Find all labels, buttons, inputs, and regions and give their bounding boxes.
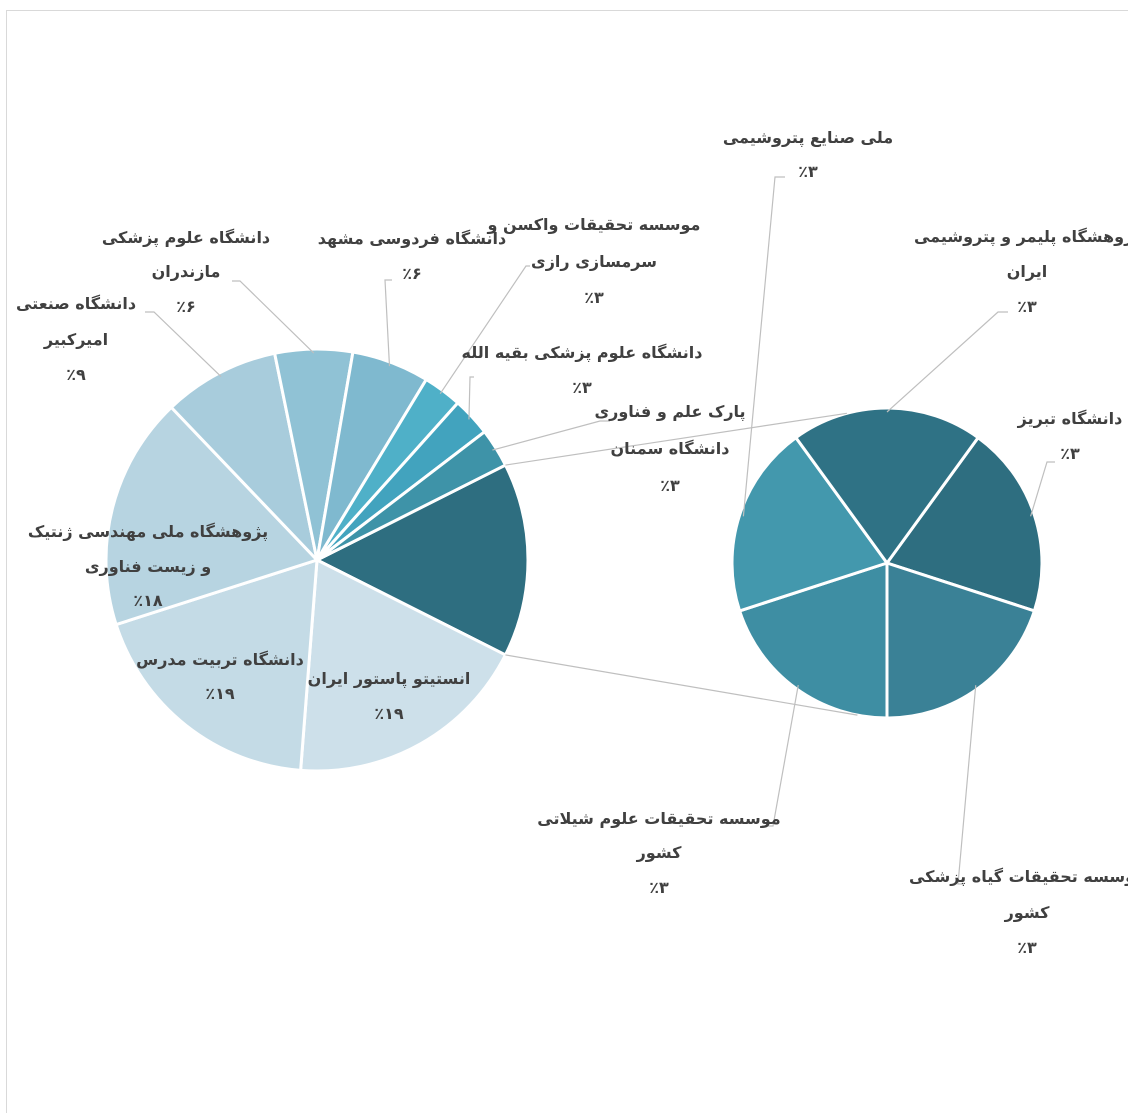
chart-frame (6, 10, 1128, 1113)
label-petro-pct: ٪۳ (798, 162, 818, 181)
secondary-pie (730, 406, 1044, 720)
label-park-line2: دانشگاه سمنان (611, 439, 730, 458)
connector-bottom (505, 654, 858, 716)
label-polymer-line2: ایران (1007, 262, 1048, 281)
label-mazandaran-pct: ٪۶ (176, 297, 196, 316)
label-razi-pct: ٪۳ (584, 288, 604, 307)
main-pie (104, 347, 530, 773)
label-razi-line1: موسسه تحقیقات واکسن و (487, 215, 701, 234)
label-amirkabir-pct: ٪۹ (66, 365, 86, 384)
label-polymer-line1: پژوهشگاه پلیمر و پتروشیمی (914, 227, 1128, 247)
label-ferdowsi-pct: ٪۶ (402, 264, 422, 283)
leader-park (492, 420, 610, 451)
main-pie-slice-6 (104, 405, 319, 627)
leader-fisheries (762, 685, 799, 827)
label-plant-line2: کشور (1004, 903, 1051, 922)
data-label-polymer: پژوهشگاه پلیمر و پتروشیمی ایران ٪۳ (914, 227, 1128, 316)
label-park-pct: ٪۳ (660, 476, 680, 495)
data-label-pasteur: انستیتو پاستور ایران ٪۱۹ (308, 669, 471, 723)
main-pie-slice-5 (169, 351, 319, 562)
leader-razi (439, 265, 530, 395)
main-pie-slice-8 (299, 558, 507, 773)
label-pasteur-line1: انستیتو پاستور ایران (308, 669, 471, 689)
label-nigeb-pct: ٪۱۸ (133, 591, 163, 610)
main-pie-slice-9 (315, 463, 530, 657)
label-fisheries-pct: ٪۳ (649, 878, 669, 897)
connector-lines (505, 412, 858, 716)
secondary-pie-slice-2 (738, 561, 889, 720)
label-fisheries-line2: کشور (636, 843, 683, 862)
label-petro-line1: ملی صنایع پتروشیمی (723, 128, 893, 148)
label-mazandaran-line1: دانشگاه علوم پزشکی (102, 228, 270, 248)
data-label-modares: دانشگاه تربیت مدرس ٪۱۹ (136, 650, 304, 703)
leader-baqiyatallah (468, 376, 474, 420)
label-ferdowsi-line1: دانشگاه فردوسی مشهد (318, 229, 506, 248)
label-park-line1: پارک علم و فناوری (594, 402, 745, 422)
data-label-amirkabir: دانشگاه صنعتی امیرکبیر ٪۹ (16, 294, 136, 384)
label-amirkabir-line2: امیرکبیر (43, 330, 108, 349)
label-fisheries-line1: موسسه تحقیقات علوم شیلاتی (537, 809, 780, 828)
secondary-pie-slice-1 (885, 561, 1036, 720)
label-plant-pct: ٪۳ (1017, 938, 1037, 957)
data-label-petro: ملی صنایع پتروشیمی ٪۳ (723, 128, 893, 181)
data-label-mazandaran: دانشگاه علوم پزشکی مازندران ٪۶ (102, 228, 270, 316)
data-label-fisheries: موسسه تحقیقات علوم شیلاتی کشور ٪۳ (537, 809, 780, 897)
label-pasteur-pct: ٪۱۹ (374, 704, 404, 723)
label-mazandaran-line2: مازندران (152, 262, 221, 281)
connector-top (505, 412, 847, 466)
leader-amirkabir (145, 311, 222, 378)
data-label-ferdowsi: دانشگاه فردوسی مشهد ٪۶ (318, 229, 506, 283)
leader-petro (742, 176, 785, 517)
main-pie-slice-7 (114, 558, 319, 772)
leader-polymer (886, 311, 1008, 413)
secondary-pie-slice-4 (794, 406, 980, 565)
label-polymer-pct: ٪۳ (1017, 297, 1037, 316)
label-baqiyatallah-line1: دانشگاه علوم پزشکی بقیه الله (462, 343, 703, 363)
data-label-plant: موسسه تحقیقات گیاه پزشکی کشور ٪۳ (909, 867, 1128, 957)
leader-ferdowsi (384, 279, 392, 367)
label-plant-line1: موسسه تحقیقات گیاه پزشکی (909, 867, 1128, 887)
label-baqiyatallah-pct: ٪۳ (572, 378, 592, 397)
data-label-baqiyatallah: دانشگاه علوم پزشکی بقیه الله ٪۳ (462, 343, 703, 397)
data-label-nigeb: پژوهشگاه ملی مهندسی ژنتیک و زیست فناوری … (28, 522, 268, 610)
leader-tabriz (1030, 461, 1055, 517)
label-tabriz-pct: ٪۳ (1060, 444, 1080, 463)
leader-plant (957, 685, 977, 885)
label-modares-pct: ٪۱۹ (205, 684, 235, 703)
label-tabriz-line1: دانشگاه تبریز (1017, 409, 1123, 428)
data-label-razi: موسسه تحقیقات واکسن و سرمسازی رازی ٪۳ (487, 215, 701, 307)
leader-mazandaran (232, 280, 315, 354)
label-nigeb-line1: پژوهشگاه ملی مهندسی ژنتیک (28, 522, 268, 542)
main-pie-slice-0 (315, 430, 507, 562)
data-label-park: پارک علم و فناوری دانشگاه سمنان ٪۳ (594, 402, 745, 495)
label-nigeb-line2: و زیست فناوری (85, 557, 211, 576)
leader-lines (145, 176, 1055, 885)
secondary-pie-slice-3 (730, 436, 889, 613)
label-razi-line2: سرمسازی رازی (531, 252, 657, 271)
label-amirkabir-line1: دانشگاه صنعتی (16, 294, 136, 313)
label-modares-line1: دانشگاه تربیت مدرس (136, 650, 304, 669)
data-label-tabriz: دانشگاه تبریز ٪۳ (1017, 409, 1123, 463)
secondary-pie-slice-0 (885, 436, 1044, 613)
